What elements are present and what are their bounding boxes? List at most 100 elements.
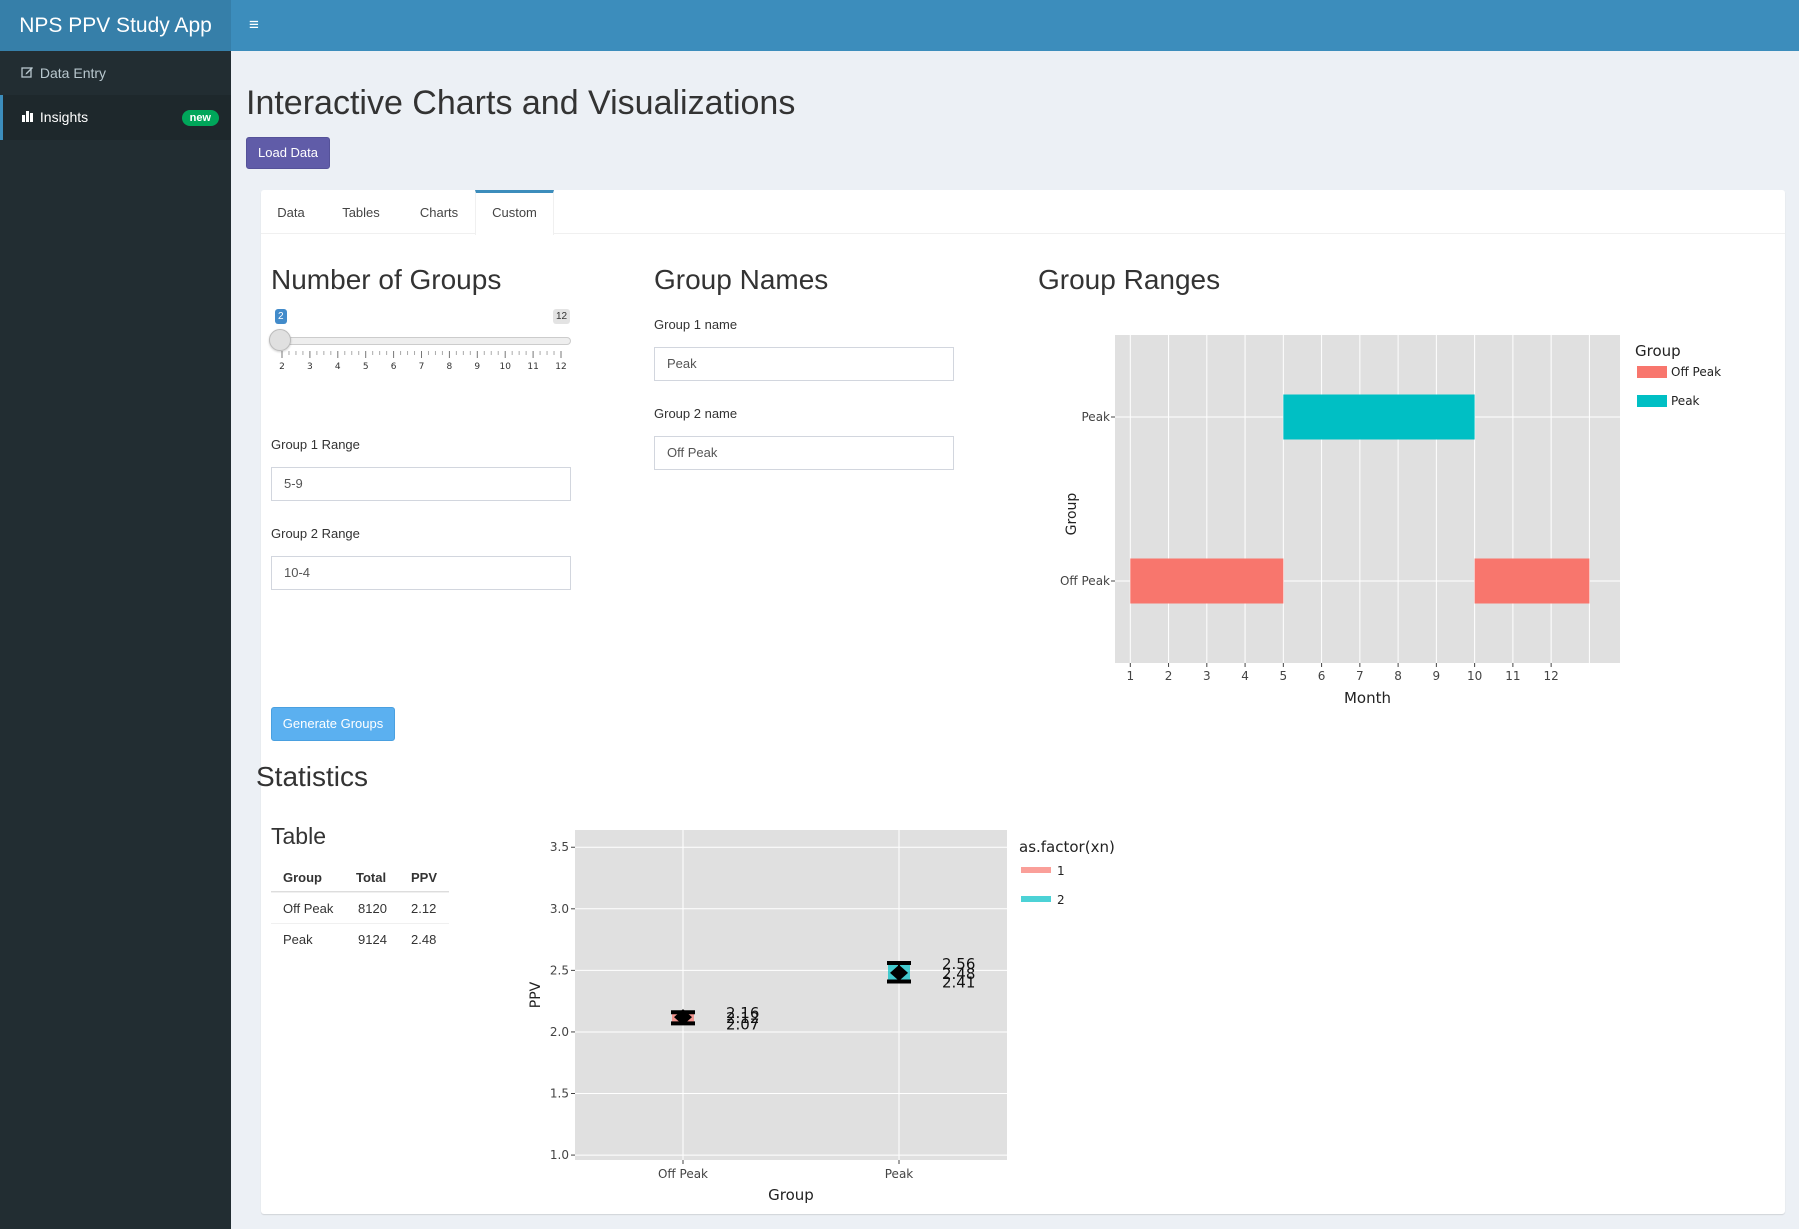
sidebar-item-data-entry[interactable]: Data Entry bbox=[0, 51, 231, 96]
slider-tick-label: 5 bbox=[363, 362, 369, 371]
table-cell: Off Peak bbox=[283, 901, 334, 916]
group2-name-label: Group 2 name bbox=[654, 406, 738, 421]
statistics-table: Group Total PPV Off Peak 8120 2.12 Peak … bbox=[271, 862, 449, 954]
x-tick-label: 4 bbox=[1241, 669, 1249, 683]
x-tick-label: 12 bbox=[1543, 669, 1558, 683]
x-tick-label: 2 bbox=[1165, 669, 1173, 683]
y-tick-label: 3.0 bbox=[550, 902, 569, 916]
legend-title: as.factor(xn) bbox=[1019, 838, 1115, 856]
number-of-groups-title: Number of Groups bbox=[271, 264, 502, 295]
data-label: 2.41 bbox=[942, 973, 975, 991]
tab-custom[interactable]: Custom bbox=[475, 190, 554, 235]
x-tick-label: 7 bbox=[1356, 669, 1364, 683]
legend-swatch bbox=[1021, 896, 1051, 902]
x-tick-label: 11 bbox=[1505, 669, 1520, 683]
y-tick-label: 1.5 bbox=[550, 1087, 569, 1101]
tab-tables[interactable]: Tables bbox=[342, 205, 380, 220]
groups-slider[interactable]: 2 12 2 3 4 5 6 7 8 9 10 11 12 bbox=[269, 309, 571, 371]
group1-name-input[interactable]: Peak bbox=[654, 347, 954, 381]
y-tick-label: 1.0 bbox=[550, 1148, 569, 1162]
load-data-button[interactable]: Load Data bbox=[246, 137, 330, 169]
app-header: NPS PPV Study App ≡ bbox=[0, 0, 1799, 51]
slider-handle[interactable] bbox=[269, 329, 291, 351]
slider-tick-label: 7 bbox=[419, 362, 425, 371]
legend-label: 1 bbox=[1057, 864, 1065, 878]
plot-panel bbox=[1115, 335, 1620, 663]
y-tick-label: Peak bbox=[1082, 410, 1111, 424]
column-header-total: Total bbox=[356, 870, 387, 885]
slider-value-bubble: 2 bbox=[275, 309, 287, 324]
slider-tick-label: 4 bbox=[335, 362, 341, 371]
legend-label: Off Peak bbox=[1671, 365, 1721, 379]
table-header-row: Group Total PPV bbox=[271, 862, 449, 892]
table-cell: 8120 bbox=[358, 901, 387, 916]
x-tick-label: 6 bbox=[1318, 669, 1326, 683]
slider-track[interactable] bbox=[271, 337, 571, 345]
x-axis-title: Group bbox=[768, 1186, 814, 1204]
sidebar-item-label: Insights bbox=[39, 109, 89, 125]
x-axis-title: Month bbox=[1344, 689, 1391, 707]
tab-data[interactable]: Data bbox=[277, 205, 305, 220]
point-marker bbox=[890, 964, 908, 981]
x-tick-label: Off Peak bbox=[658, 1167, 708, 1181]
range-bar bbox=[1474, 558, 1590, 604]
group1-name-label: Group 1 name bbox=[654, 317, 738, 332]
legend-label: Peak bbox=[1671, 394, 1700, 408]
table-cell: Peak bbox=[283, 932, 313, 947]
x-tick-label: 10 bbox=[1467, 669, 1482, 683]
table-title: Table bbox=[271, 823, 326, 849]
table-cell: 2.12 bbox=[411, 901, 437, 916]
slider-max-bubble: 12 bbox=[553, 309, 571, 324]
slider-tick-label: 3 bbox=[307, 362, 313, 371]
y-tick-label: 2.0 bbox=[550, 1025, 569, 1039]
slider-tick-label: 8 bbox=[447, 362, 453, 371]
group1-range-label: Group 1 Range bbox=[271, 437, 360, 452]
bar-chart-icon bbox=[19, 95, 35, 140]
data-label: 2.16 bbox=[726, 1004, 759, 1022]
slider-tick-label: 10 bbox=[499, 362, 511, 371]
y-axis-title: Group bbox=[1064, 493, 1080, 536]
slider-tick-label: 12 bbox=[555, 362, 566, 371]
x-tick-label: 9 bbox=[1433, 669, 1441, 683]
range-bar bbox=[1130, 558, 1284, 604]
legend-swatch bbox=[1637, 395, 1667, 407]
slider-tick-label: 9 bbox=[474, 362, 480, 371]
group-ranges-title: Group Ranges bbox=[1038, 264, 1221, 295]
brand-title[interactable]: NPS PPV Study App bbox=[0, 0, 231, 51]
slider-tick-label: 11 bbox=[527, 362, 538, 371]
x-tick-label: 3 bbox=[1203, 669, 1211, 683]
sidebar: Data Entry Insights new bbox=[0, 51, 231, 1229]
generate-groups-button[interactable]: Generate Groups bbox=[271, 707, 395, 741]
point-marker bbox=[674, 1009, 692, 1026]
edit-icon bbox=[19, 51, 35, 96]
group2-range-label: Group 2 Range bbox=[271, 526, 360, 541]
y-tick-label: 3.5 bbox=[550, 840, 569, 854]
table-cell: 2.48 bbox=[411, 932, 437, 947]
x-tick-label: 5 bbox=[1280, 669, 1288, 683]
sidebar-item-label: Data Entry bbox=[39, 65, 107, 81]
table-cell: 9124 bbox=[358, 932, 387, 947]
y-axis-title: PPV bbox=[528, 981, 544, 1008]
slider-tick-label: 6 bbox=[391, 362, 397, 371]
group2-range-input[interactable]: 10-4 bbox=[271, 556, 571, 590]
group1-range-input[interactable]: 5-9 bbox=[271, 467, 571, 501]
table-row: Peak 9124 2.48 bbox=[271, 923, 449, 954]
group2-name-input[interactable]: Off Peak bbox=[654, 436, 954, 470]
tab-charts[interactable]: Charts bbox=[419, 205, 459, 220]
x-tick-label: 8 bbox=[1394, 669, 1402, 683]
y-tick-label: 2.5 bbox=[550, 963, 569, 977]
legend-swatch bbox=[1637, 366, 1667, 378]
legend-title: Group bbox=[1635, 342, 1681, 360]
range-bar bbox=[1283, 394, 1475, 440]
sidebar-toggle-icon[interactable]: ≡ bbox=[249, 15, 259, 34]
column-header-ppv: PPV bbox=[411, 870, 438, 885]
sidebar-item-insights[interactable]: Insights new bbox=[0, 95, 231, 140]
column-header-group: Group bbox=[283, 870, 322, 885]
table-row: Off Peak 8120 2.12 bbox=[271, 892, 449, 923]
page-title: Interactive Charts and Visualizations bbox=[246, 84, 796, 122]
x-tick-label: 1 bbox=[1126, 669, 1134, 683]
new-badge: new bbox=[181, 110, 219, 126]
data-label: 2.48 bbox=[942, 965, 975, 983]
